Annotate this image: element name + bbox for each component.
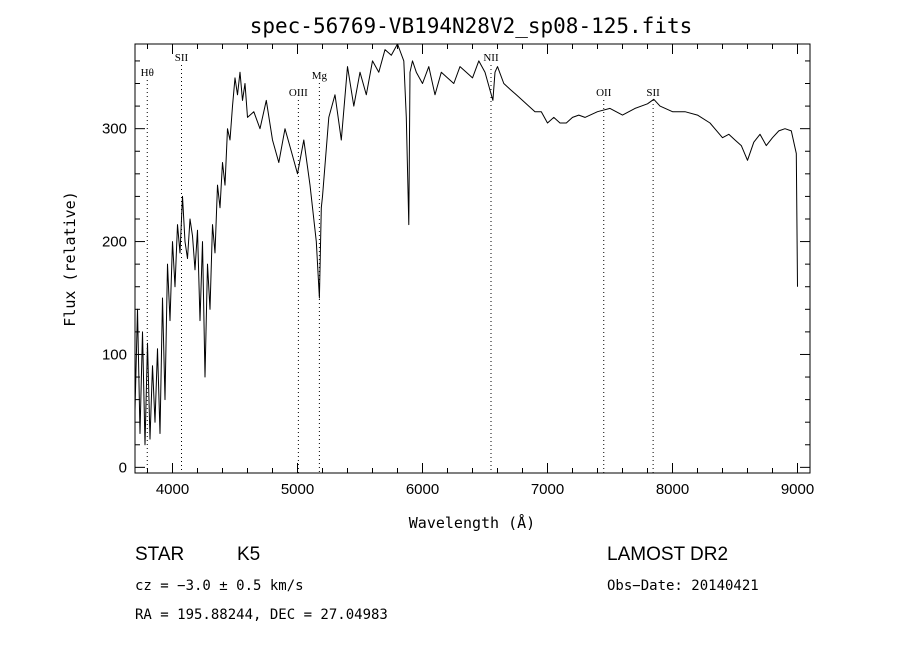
spectral-line-label: Hθ: [141, 67, 154, 79]
spectral-line-label: NII: [483, 52, 499, 64]
x-tick-label: 5000: [281, 481, 314, 498]
y-tick-label: 100: [102, 346, 127, 363]
spectrum-series-line: [134, 43, 798, 446]
obs-date-label: Obs−Date: 20140421: [607, 578, 759, 594]
spectral-line-markers: Hθ SII OIII Mg NII OII SII: [141, 52, 660, 473]
spectral-line-label: OII: [596, 87, 612, 99]
survey-label: LAMOST DR2: [607, 544, 728, 565]
x-axis-label: Wavelength (Å): [409, 513, 535, 532]
spectral-line-label: SII: [646, 87, 660, 99]
redshift-label: cz = −3.0 ± 0.5 km/s: [135, 578, 304, 594]
object-class-label: STAR: [135, 544, 184, 565]
x-tick-label: 8000: [656, 481, 689, 498]
spectral-line-label: OIII: [289, 87, 308, 99]
axis-tick-labels: 4000 5000 6000 7000 8000 9000 0 100 200 300: [102, 121, 814, 498]
spectral-line-label: SII: [175, 52, 189, 64]
y-tick-label: 0: [119, 459, 127, 476]
x-tick-label: 9000: [781, 481, 814, 498]
y-axis-label: Flux (relative): [61, 191, 79, 326]
coordinates-label: RA = 195.88244, DEC = 27.04983: [135, 607, 388, 623]
plot-frame: [134, 43, 811, 474]
x-tick-label: 4000: [156, 481, 189, 498]
axis-ticks: [135, 44, 810, 473]
x-tick-label: 6000: [406, 481, 439, 498]
y-tick-label: 200: [102, 234, 127, 251]
chart-title: spec-56769-VB194N28V2_sp08-125.fits: [250, 14, 693, 38]
subclass-label: K5: [237, 544, 260, 565]
y-tick-label: 300: [102, 121, 127, 138]
x-tick-label: 7000: [531, 481, 564, 498]
spectral-line-label: Mg: [312, 70, 328, 82]
